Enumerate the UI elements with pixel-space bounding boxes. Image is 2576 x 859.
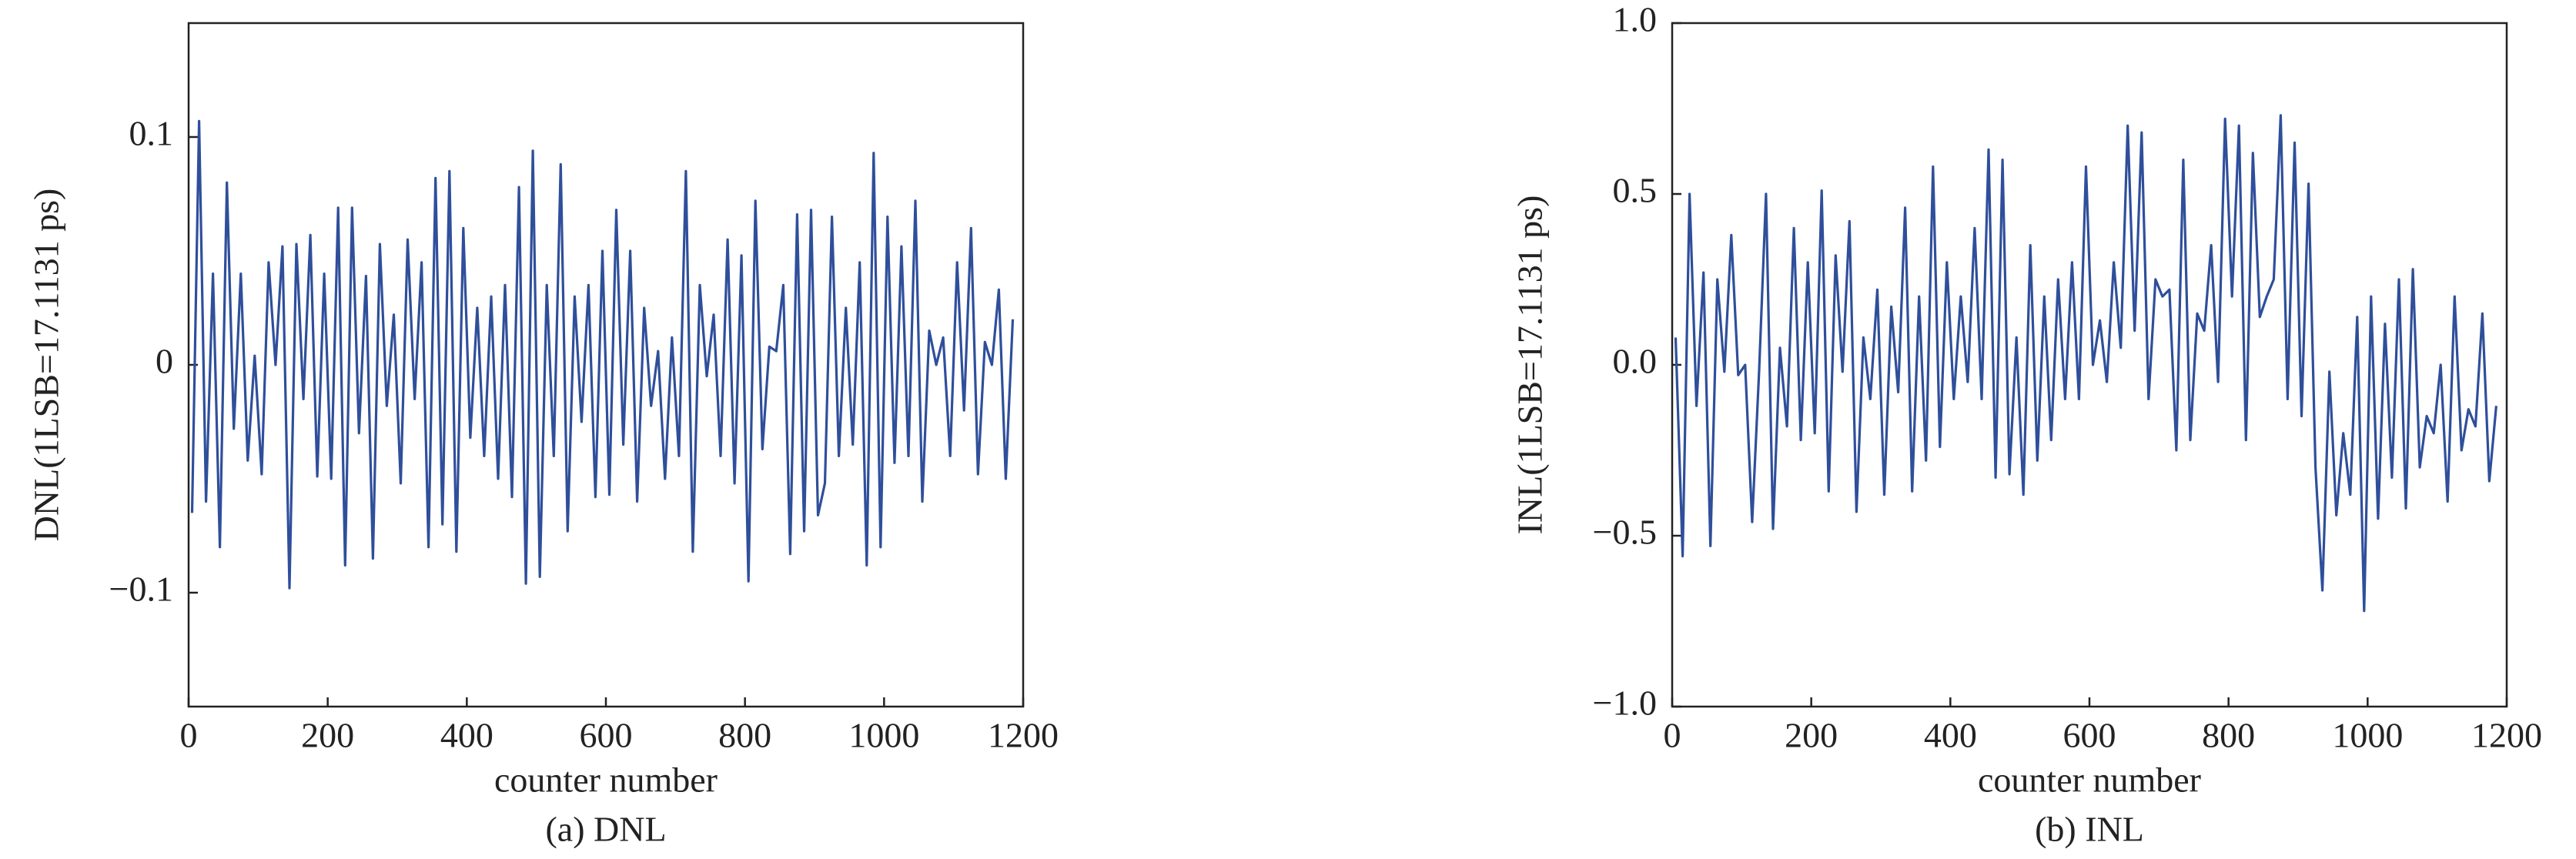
x-tick-label: 0	[180, 716, 198, 755]
x-tick-label: 800	[2202, 716, 2255, 755]
x-tick-label: 600	[580, 716, 633, 755]
y-axis-label: DNL(1LSB=17.1131 ps)	[27, 189, 66, 542]
y-tick-label: 0.5	[1613, 171, 1658, 210]
data-line	[190, 119, 1015, 590]
x-tick-label: 1000	[848, 716, 919, 755]
y-tick-label: 0.0	[1613, 342, 1658, 381]
data-line	[1674, 114, 2497, 613]
caption: (a) DNL	[545, 810, 666, 849]
x-tick-label: 200	[1785, 716, 1838, 755]
x-axis-label: counter number	[494, 760, 718, 800]
y-axis-label: INL(1LSB=17.1131 ps)	[1510, 196, 1550, 535]
x-axis-label: counter number	[1978, 760, 2201, 800]
x-tick-label: 400	[440, 716, 493, 755]
x-tick-label: 1200	[988, 716, 1059, 755]
y-tick-label: −0.1	[109, 570, 173, 609]
x-tick-label: 200	[301, 716, 354, 755]
y-tick-label: 0.1	[129, 114, 174, 153]
y-tick-label: −1.0	[1593, 684, 1657, 723]
y-tick-label: 1.0	[1613, 0, 1658, 39]
y-tick-label: −0.5	[1593, 513, 1657, 552]
x-tick-label: 1000	[2332, 716, 2403, 755]
caption: (b) INL	[2035, 810, 2144, 849]
y-tick-label: 0	[156, 342, 173, 381]
x-tick-label: 600	[2063, 716, 2116, 755]
x-tick-label: 0	[1664, 716, 1681, 755]
x-tick-label: 400	[1924, 716, 1977, 755]
x-tick-label: 800	[718, 716, 771, 755]
x-tick-label: 1200	[2471, 716, 2542, 755]
